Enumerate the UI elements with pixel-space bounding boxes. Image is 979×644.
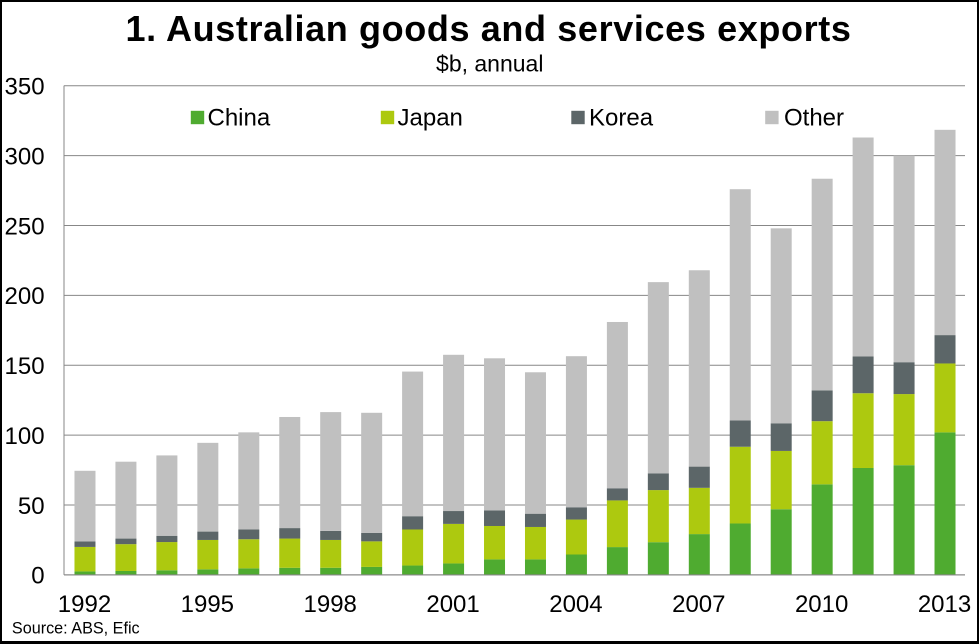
svg-text:250: 250 xyxy=(5,213,45,240)
svg-text:1995: 1995 xyxy=(181,591,234,618)
svg-text:100: 100 xyxy=(5,423,45,450)
svg-text:Japan: Japan xyxy=(398,104,463,131)
svg-text:300: 300 xyxy=(5,143,45,170)
svg-text:Source: ABS, Efic: Source: ABS, Efic xyxy=(12,620,140,638)
svg-text:1992: 1992 xyxy=(58,591,111,618)
svg-text:2001: 2001 xyxy=(426,591,479,618)
svg-text:2007: 2007 xyxy=(672,591,725,618)
svg-text:50: 50 xyxy=(18,493,45,520)
svg-text:Korea: Korea xyxy=(589,104,654,131)
svg-text:350: 350 xyxy=(5,74,45,101)
svg-text:150: 150 xyxy=(5,353,45,380)
svg-text:200: 200 xyxy=(5,283,45,310)
svg-text:$b, annual: $b, annual xyxy=(436,51,543,77)
svg-text:1998: 1998 xyxy=(304,591,357,618)
svg-text:2010: 2010 xyxy=(795,591,848,618)
svg-text:Other: Other xyxy=(784,104,844,131)
svg-text:China: China xyxy=(208,104,271,131)
svg-text:0: 0 xyxy=(31,563,44,590)
svg-text:2013: 2013 xyxy=(918,591,971,618)
svg-text:1. Australian goods and servic: 1. Australian goods and services exports xyxy=(125,8,851,49)
svg-text:2004: 2004 xyxy=(549,591,602,618)
